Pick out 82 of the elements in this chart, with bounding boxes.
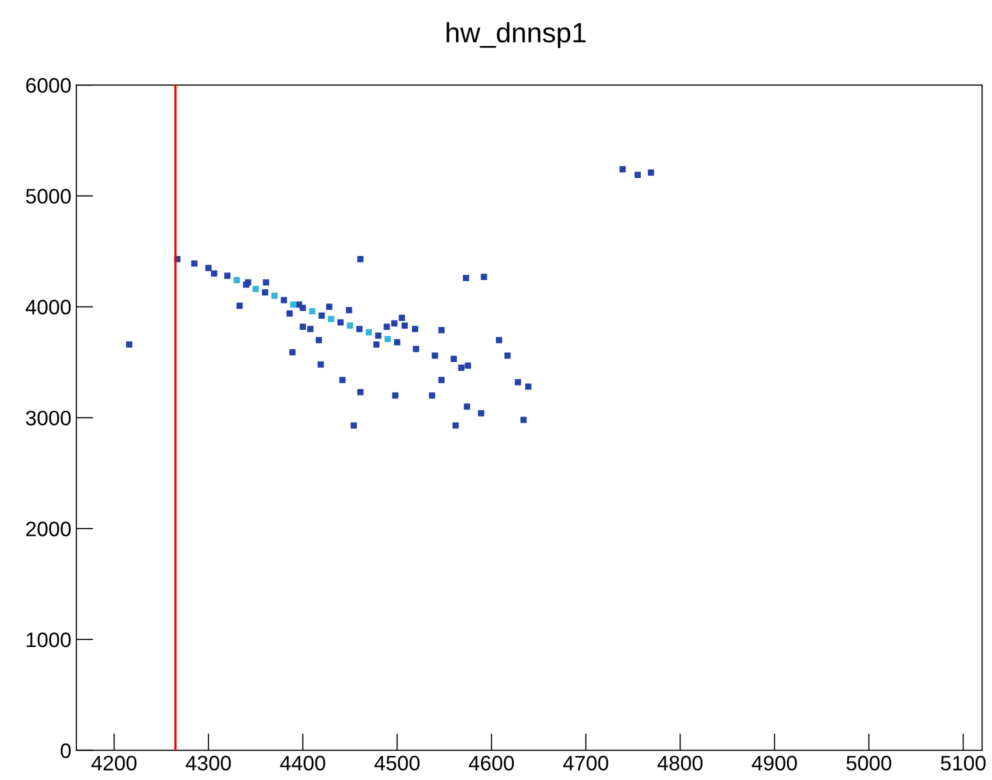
x-tick-label: 4500: [374, 756, 420, 771]
x-tick-label: 5000: [846, 756, 892, 771]
point: [478, 410, 484, 416]
point: [525, 384, 532, 390]
point: [620, 166, 626, 172]
x-tick-label: 4700: [563, 756, 608, 771]
point: [428, 392, 436, 399]
point: [271, 292, 278, 299]
point: [450, 356, 457, 362]
point: [244, 279, 252, 286]
point: [290, 301, 296, 308]
point: [480, 274, 488, 280]
point: [307, 326, 314, 332]
point: [356, 326, 363, 332]
point: [280, 297, 288, 304]
point: [366, 329, 372, 336]
point: [391, 320, 398, 327]
point: [210, 270, 218, 277]
point: [634, 172, 641, 178]
x-tick-label: 4200: [91, 756, 136, 771]
point: [346, 307, 352, 314]
point: [316, 336, 322, 344]
point: [286, 310, 293, 317]
point: [394, 339, 400, 346]
point: [224, 272, 230, 279]
point: [464, 403, 470, 410]
point: [504, 352, 511, 359]
point: [252, 286, 259, 292]
point: [464, 362, 472, 369]
point: [357, 389, 364, 396]
x-tick-label: 5100: [940, 756, 986, 771]
point: [398, 314, 405, 322]
point: [262, 289, 268, 296]
point: [402, 322, 408, 329]
point: [432, 352, 438, 359]
point: [318, 312, 325, 319]
point: [346, 322, 354, 329]
y-tick-label: 6000: [26, 78, 71, 93]
point: [458, 364, 464, 371]
point: [462, 274, 470, 282]
point: [339, 376, 346, 384]
y-tick-label: 4000: [26, 300, 71, 315]
point: [205, 264, 212, 272]
x-tick-label: 4800: [657, 756, 703, 771]
y-tick-label: 1000: [26, 632, 71, 648]
point: [384, 324, 390, 330]
x-tick-label: 4900: [752, 756, 797, 771]
y-tick-label: 2000: [26, 522, 71, 536]
y-tick-label: 3000: [26, 410, 71, 426]
point: [452, 422, 459, 429]
point: [375, 332, 382, 339]
point: [520, 416, 527, 424]
point: [262, 279, 270, 286]
point: [373, 341, 380, 348]
point: [438, 326, 445, 334]
point: [392, 392, 398, 399]
x-tick-label: 4400: [280, 756, 326, 771]
x-tick-label: 4600: [468, 756, 514, 771]
point: [514, 379, 522, 386]
point: [384, 336, 391, 342]
point: [289, 349, 296, 356]
chart-title: hw_dnnsp1: [446, 22, 586, 48]
point: [236, 302, 243, 309]
point: [496, 336, 502, 344]
point: [318, 361, 324, 368]
y-tick-label: 5000: [26, 188, 71, 204]
point: [648, 169, 654, 176]
x-tick-label: 4300: [186, 756, 231, 771]
point: [191, 260, 198, 267]
point: [412, 346, 420, 352]
point: [126, 341, 132, 348]
y-tick-label: 0: [60, 743, 71, 758]
point: [300, 324, 306, 330]
point: [357, 256, 364, 262]
point: [326, 304, 332, 310]
point: [337, 319, 344, 326]
point: [234, 277, 240, 284]
point: [309, 308, 316, 314]
point: [350, 422, 357, 429]
point: [328, 316, 334, 322]
point: [412, 326, 418, 332]
point: [438, 376, 445, 384]
